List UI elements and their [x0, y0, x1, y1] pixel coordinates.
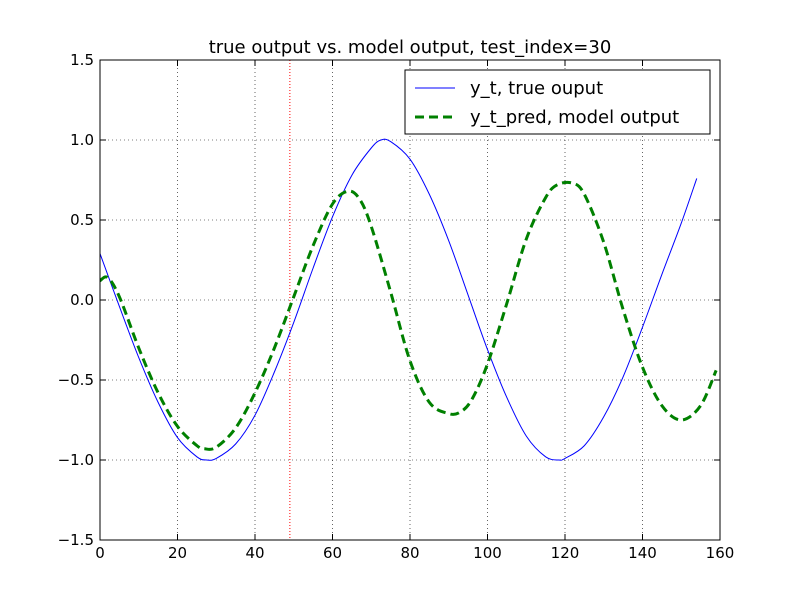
x-tick-label: 100 — [473, 544, 502, 562]
x-tick-label: 120 — [551, 544, 580, 562]
y-tick-label: 0.0 — [70, 291, 94, 309]
series-line-model-output — [99, 180, 718, 451]
series-layer — [99, 138, 718, 461]
y-tick-label: −0.5 — [58, 371, 94, 389]
y-tick-label: 1.5 — [70, 51, 94, 69]
series-line-true-output — [99, 138, 698, 461]
x-tick-label: 80 — [400, 544, 419, 562]
x-tick-label: 140 — [628, 544, 657, 562]
x-tick-label: 20 — [168, 544, 187, 562]
legend: y_t, true ouput y_t_pred, model output — [404, 69, 711, 135]
x-tick-label: 160 — [706, 544, 735, 562]
y-tick-label: 1.0 — [70, 131, 94, 149]
ticks: 0 20 40 60 80 100 120 140 160 −1.5 −1.0 −0.5 0.0 0.5 1… — [58, 51, 735, 562]
y-tick-label: −1.0 — [58, 451, 94, 469]
x-tick-label: 40 — [245, 544, 264, 562]
chart-title: true output vs. model output, test_index… — [209, 37, 612, 58]
grid — [100, 60, 720, 540]
x-tick-label: 60 — [323, 544, 342, 562]
x-tick-label: 0 — [95, 544, 105, 562]
legend-label: y_t, true ouput — [470, 78, 603, 99]
legend-label: y_t_pred, model output — [470, 107, 679, 128]
y-tick-label: −1.5 — [58, 531, 94, 549]
legend-box — [404, 69, 711, 135]
y-tick-label: 0.5 — [70, 211, 94, 229]
